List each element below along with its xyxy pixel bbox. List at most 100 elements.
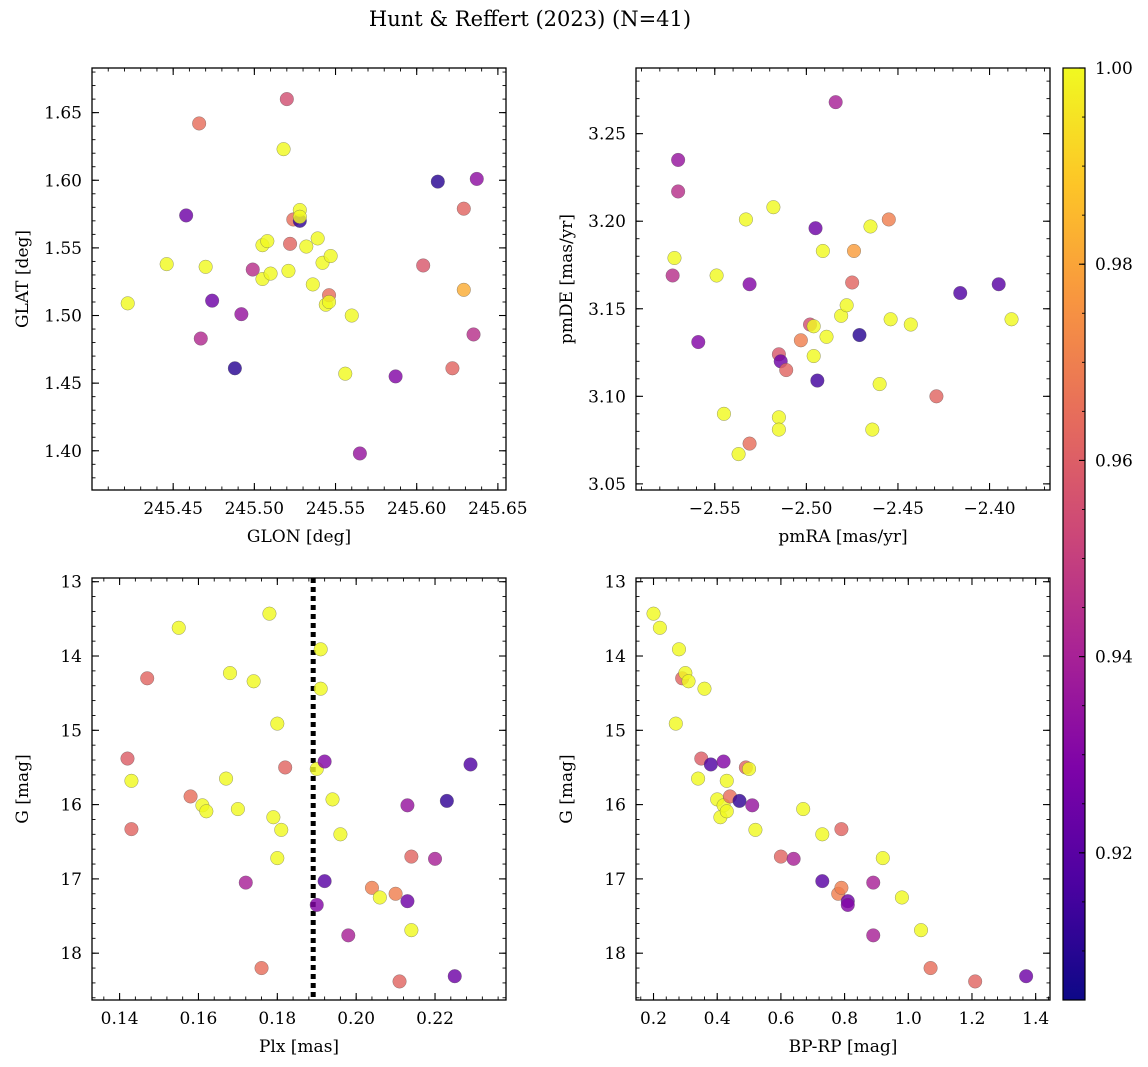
data-point: [771, 422, 786, 437]
data-point: [742, 277, 757, 292]
x-tick-label: 245.55: [306, 499, 365, 519]
data-point: [681, 674, 696, 689]
data-point: [159, 257, 174, 272]
data-point: [447, 969, 462, 984]
data-point: [773, 849, 788, 864]
data-point: [278, 760, 293, 775]
y-tick-label: 3.10: [588, 387, 626, 407]
data-point: [834, 822, 849, 837]
data-point: [866, 875, 881, 890]
data-point: [439, 793, 454, 808]
data-point: [732, 793, 747, 808]
data-point: [742, 761, 757, 776]
x-tick-label: −2.40: [963, 499, 1015, 519]
panel-color-magnitude: 0.2 0.4 0.6 0.8 1.0 1.2 1.4 13 14 15 16 17 18 BP-RP […: [557, 573, 1051, 1057]
y-tick-label: 15: [60, 721, 82, 741]
y-tick-label: 16: [604, 796, 626, 816]
colorbar-gradient: [1063, 68, 1085, 1000]
data-point: [313, 681, 328, 696]
data-point: [344, 308, 359, 323]
data-point: [193, 331, 208, 346]
data-point: [671, 184, 686, 199]
data-point: [852, 327, 867, 343]
axes-frame: [91, 67, 507, 491]
data-point: [456, 201, 471, 216]
x-tick-label: 245.45: [143, 499, 202, 519]
data-point: [991, 277, 1006, 292]
y-tick-label: 17: [604, 870, 626, 890]
data-point: [140, 671, 155, 686]
data-point: [808, 221, 823, 236]
x-axis-label: pmRA [mas/yr]: [778, 527, 907, 547]
x-tick-label: 0.2: [640, 1009, 667, 1029]
y-tick-label: 13: [604, 573, 626, 593]
data-point: [262, 606, 277, 621]
data-point: [806, 348, 821, 364]
data-point: [198, 259, 213, 274]
data-point: [400, 894, 415, 909]
data-point: [219, 771, 234, 786]
data-point: [325, 792, 340, 807]
data-point: [863, 219, 878, 234]
y-axis-label: G [mag]: [557, 754, 577, 823]
data-point: [313, 642, 328, 657]
x-tick-label: 0.4: [704, 1009, 731, 1029]
data-point: [352, 446, 367, 461]
y-tick-label: 16: [60, 796, 82, 816]
data-point: [793, 333, 808, 348]
y-tick-label: 18: [60, 944, 82, 964]
colorbar-tick-label: 1.00: [1095, 59, 1133, 79]
y-tick-label: 3.05: [588, 475, 626, 495]
x-tick-label: 245.65: [468, 499, 527, 519]
data-point: [771, 410, 786, 425]
data-point: [274, 822, 289, 837]
data-point: [923, 961, 938, 976]
data-point: [400, 798, 415, 813]
data-point: [266, 810, 281, 825]
data-point: [806, 319, 821, 334]
data-point: [834, 880, 849, 895]
data-point: [192, 116, 207, 131]
y-tick-label: 14: [604, 647, 626, 667]
data-point: [1019, 969, 1034, 984]
data-point: [245, 262, 260, 277]
y-tick-label: 3.15: [588, 300, 626, 320]
data-point: [646, 606, 661, 621]
data-point: [317, 754, 332, 769]
data-point: [652, 620, 667, 635]
data-point: [456, 282, 471, 297]
data-point: [120, 296, 135, 311]
y-tick-label: 1.55: [44, 239, 82, 259]
data-point: [404, 849, 419, 864]
x-tick-label: 0.22: [416, 1009, 454, 1029]
data-point: [671, 642, 687, 657]
data-point: [263, 266, 278, 281]
data-point: [719, 804, 734, 819]
y-tick-label: 1.65: [44, 104, 82, 124]
panel-sky: 245.45 245.50 245.55 245.60 245.65 1.40 1.45 1.…: [13, 67, 528, 547]
panel-proper-motion: −2.55 −2.50 −2.45 −2.40 3.05 3.10 3.15 3.20 3.25…: [557, 67, 1051, 547]
data-point: [234, 307, 249, 322]
x-tick-label: 0.14: [101, 1009, 139, 1029]
data-point: [968, 974, 983, 989]
data-point: [317, 874, 332, 889]
data-point: [270, 851, 285, 866]
data-point: [469, 171, 484, 186]
data-point: [779, 363, 794, 378]
data-point: [281, 263, 296, 278]
x-tick-label: 245.50: [225, 499, 284, 519]
data-point: [279, 92, 294, 107]
data-point: [913, 923, 929, 938]
data-point: [839, 298, 854, 313]
data-point: [227, 361, 242, 376]
data-point: [466, 327, 481, 342]
data-point: [321, 294, 337, 310]
data-point: [463, 757, 478, 772]
y-axis-label: pmDE [mas/yr]: [557, 214, 577, 344]
data-point: [742, 436, 757, 451]
y-tick-label: 13: [60, 573, 82, 593]
colorbar-tick-label: 0.92: [1095, 844, 1133, 864]
data-point: [703, 757, 718, 772]
data-point: [333, 827, 348, 842]
data-point: [124, 822, 139, 837]
